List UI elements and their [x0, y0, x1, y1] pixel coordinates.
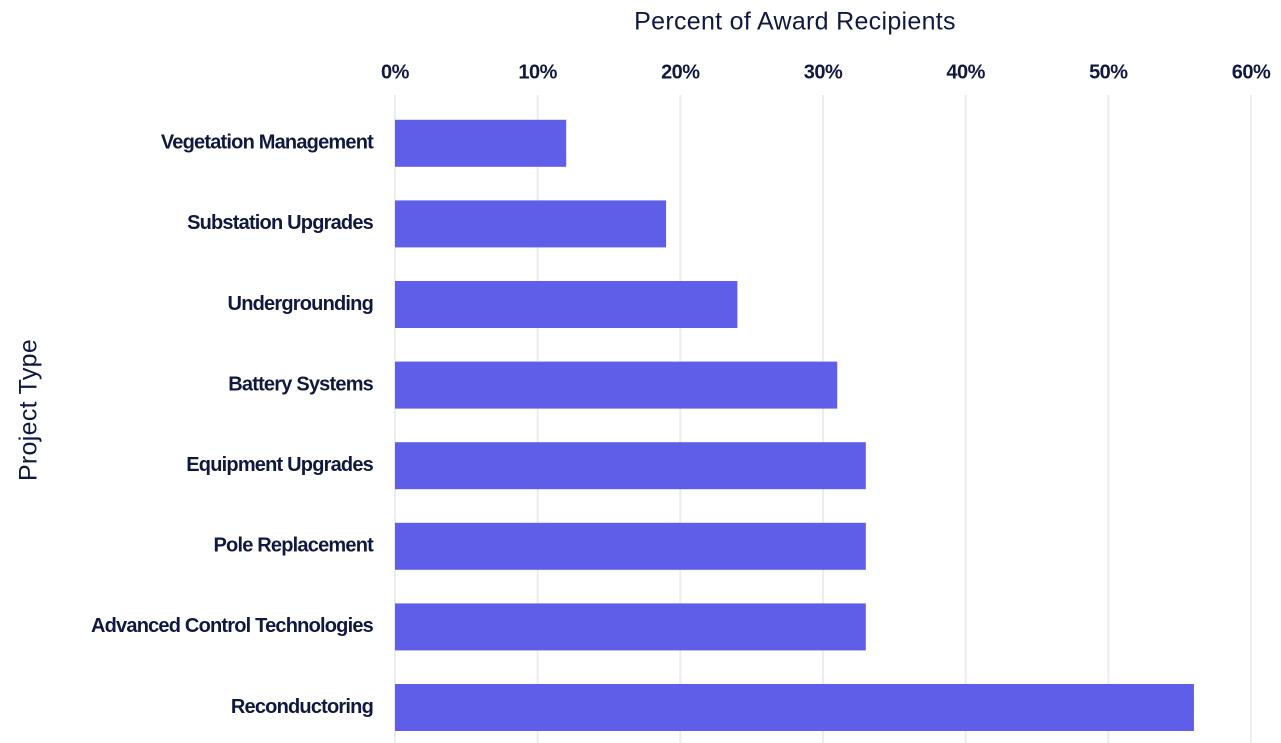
y-tick-label: Battery Systems	[228, 373, 373, 395]
x-tick-label: 50%	[1089, 61, 1128, 83]
y-tick-label: Advanced Control Technologies	[91, 615, 374, 637]
bar	[395, 119, 567, 167]
x-tick-label: 30%	[804, 61, 843, 83]
y-axis-title: Project Type	[15, 339, 43, 481]
bar	[395, 603, 866, 651]
bar	[395, 361, 838, 409]
y-tick-label: Undergrounding	[228, 293, 373, 315]
x-tick-label: 40%	[946, 61, 985, 83]
y-tick-label: Substation Upgrades	[187, 212, 374, 234]
bar	[395, 442, 866, 490]
y-tick-label: Reconductoring	[231, 696, 373, 718]
bar	[395, 200, 667, 248]
y-tick-label: Pole Replacement	[214, 535, 375, 557]
bar	[395, 684, 1194, 731]
x-tick-label: 20%	[661, 61, 700, 83]
x-tick-label: 60%	[1232, 61, 1271, 83]
x-axis-title: Percent of Award Recipients	[634, 8, 956, 36]
x-tick-label: 10%	[518, 61, 557, 83]
bar	[395, 522, 866, 570]
x-tick-label: 0%	[381, 61, 410, 83]
y-tick-label: Equipment Upgrades	[186, 454, 373, 476]
y-tick-label: Vegetation Management	[161, 132, 374, 154]
bar	[395, 281, 738, 328]
